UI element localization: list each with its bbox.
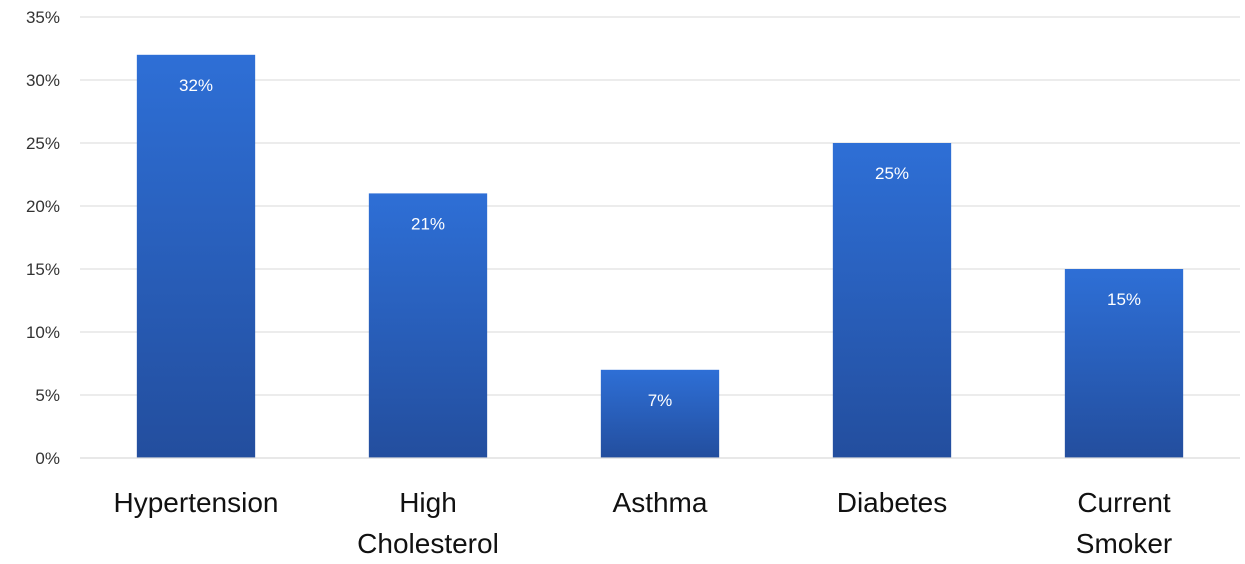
y-tick-label: 15% — [26, 260, 60, 279]
grid-lines — [80, 16, 1240, 396]
x-tick-label: Hypertension — [114, 487, 279, 518]
bar — [600, 369, 720, 458]
bar-data-label: 21% — [411, 214, 445, 233]
bar-data-labels: 32% 21% 7% 25% 15% — [179, 76, 1141, 410]
bar — [832, 143, 952, 458]
bars — [136, 54, 1184, 459]
y-tick-label: 10% — [26, 323, 60, 342]
bar-data-label: 32% — [179, 76, 213, 95]
y-tick-label: 25% — [26, 134, 60, 153]
bar-data-label: 25% — [875, 164, 909, 183]
bar — [368, 193, 488, 458]
bar-data-label: 7% — [648, 391, 673, 410]
y-tick-label: 30% — [26, 71, 60, 90]
x-tick-label: High Cholesterol — [357, 487, 499, 559]
x-tick-label: Asthma — [613, 487, 708, 518]
y-tick-label: 20% — [26, 197, 60, 216]
x-tick-label: Current Smoker — [1076, 487, 1172, 559]
y-tick-label: 0% — [35, 449, 60, 468]
y-axis-tick-labels: 0% 5% 10% 15% 20% 25% 30% 35% — [26, 8, 60, 468]
bar — [136, 54, 256, 459]
bar — [1064, 269, 1184, 458]
x-axis-tick-labels: Hypertension High Cholesterol Asthma Diabete… — [114, 487, 1173, 559]
y-tick-label: 35% — [26, 8, 60, 27]
bar-data-label: 15% — [1107, 290, 1141, 309]
x-tick-label: Diabetes — [837, 487, 948, 518]
y-tick-label: 5% — [35, 386, 60, 405]
